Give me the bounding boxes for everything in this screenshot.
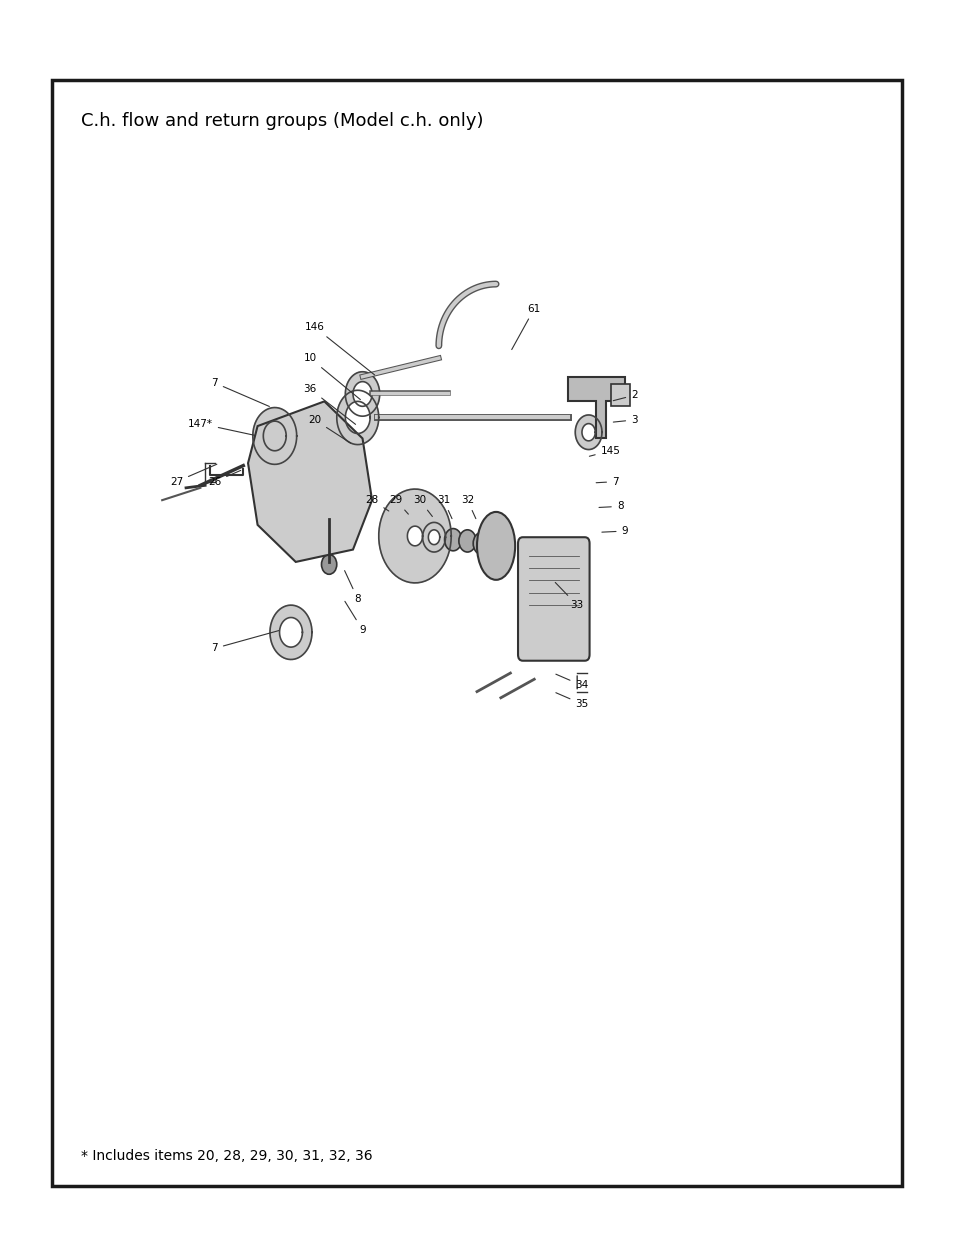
Polygon shape	[253, 408, 296, 464]
Text: 27: 27	[170, 464, 216, 487]
Text: 61: 61	[511, 304, 540, 350]
Polygon shape	[407, 526, 422, 546]
Polygon shape	[581, 424, 595, 441]
Polygon shape	[270, 605, 312, 659]
Polygon shape	[353, 382, 372, 406]
Polygon shape	[345, 372, 379, 416]
Polygon shape	[378, 489, 451, 583]
Polygon shape	[345, 401, 370, 433]
Text: 28: 28	[365, 495, 389, 511]
FancyBboxPatch shape	[517, 537, 589, 661]
Text: 34: 34	[556, 674, 588, 690]
Text: 32: 32	[460, 495, 476, 519]
Polygon shape	[428, 530, 439, 545]
Circle shape	[473, 532, 490, 555]
Text: 145: 145	[589, 446, 619, 456]
Polygon shape	[263, 421, 286, 451]
Text: 31: 31	[436, 495, 452, 519]
Text: 3: 3	[613, 415, 637, 425]
Circle shape	[444, 529, 461, 551]
Text: 7: 7	[596, 477, 618, 487]
Polygon shape	[279, 618, 302, 647]
Text: 2: 2	[613, 390, 637, 400]
Text: 10: 10	[303, 353, 360, 400]
Circle shape	[458, 530, 476, 552]
Circle shape	[321, 555, 336, 574]
Bar	[610, 384, 629, 406]
Text: 26: 26	[208, 471, 240, 487]
Text: 147*: 147*	[188, 419, 254, 436]
Polygon shape	[248, 401, 372, 562]
Text: 9: 9	[345, 601, 365, 635]
Text: * Includes items 20, 28, 29, 30, 31, 32, 36: * Includes items 20, 28, 29, 30, 31, 32,…	[81, 1150, 373, 1163]
Text: 8: 8	[598, 501, 622, 511]
Text: 7: 7	[212, 631, 278, 653]
Text: 9: 9	[601, 526, 627, 536]
Text: C.h. flow and return groups (Model c.h. only): C.h. flow and return groups (Model c.h. …	[81, 111, 483, 130]
Polygon shape	[575, 415, 601, 450]
Text: 146: 146	[305, 322, 375, 375]
Text: 30: 30	[413, 495, 432, 516]
Text: 33: 33	[555, 583, 583, 610]
Text: 36: 36	[303, 384, 355, 425]
Bar	[52, 80, 901, 1186]
Text: 20: 20	[308, 415, 351, 443]
Polygon shape	[567, 377, 624, 438]
Text: 8: 8	[344, 571, 360, 604]
Polygon shape	[336, 390, 378, 445]
Text: 35: 35	[556, 693, 588, 709]
Polygon shape	[422, 522, 445, 552]
Text: 7: 7	[212, 378, 269, 406]
Ellipse shape	[476, 511, 515, 579]
Text: 29: 29	[389, 495, 408, 514]
